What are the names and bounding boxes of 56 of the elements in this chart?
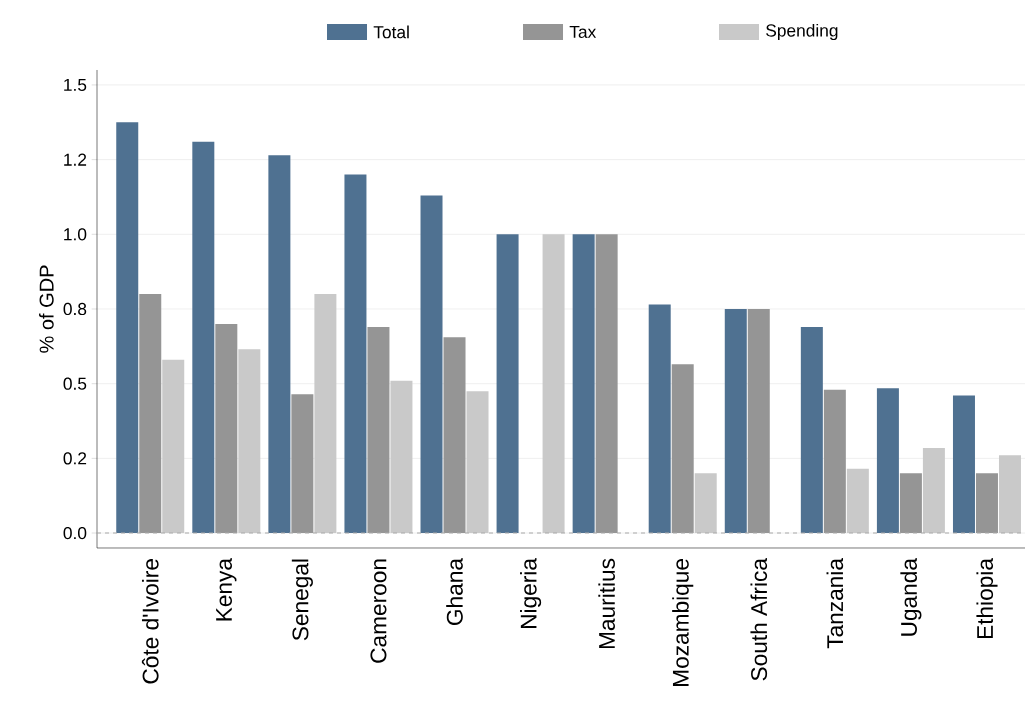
x-tick-label: Côte d'Ivoire	[141, 559, 159, 684]
bar	[291, 394, 314, 534]
bar	[314, 294, 337, 534]
bar	[344, 174, 367, 534]
bar	[800, 326, 823, 534]
bar	[747, 308, 770, 534]
y-tick-label: 0.5	[63, 377, 87, 390]
bar	[975, 473, 998, 534]
x-tick-label: Ethiopia	[976, 558, 998, 639]
bar	[542, 234, 565, 534]
x-tick-label: Mauritius	[598, 558, 615, 649]
bar	[192, 141, 215, 534]
bar	[466, 391, 489, 534]
bar	[876, 388, 899, 534]
bar	[922, 447, 945, 534]
y-tick-label: 0.2	[63, 452, 87, 465]
y-tick-label: 0.0	[63, 526, 87, 540]
bar	[572, 234, 595, 534]
x-tick-label: Kenya	[216, 558, 237, 621]
y-tick-label: 1.0	[64, 228, 87, 241]
bar	[420, 195, 443, 534]
bar	[846, 468, 869, 534]
x-tick-label: Mozambique	[672, 559, 694, 686]
bar	[952, 395, 975, 534]
bar	[215, 323, 238, 534]
bar	[367, 326, 390, 534]
bar	[899, 473, 922, 534]
y-axis-title: % of GDP	[39, 265, 54, 353]
bar	[268, 155, 291, 534]
bar	[443, 337, 466, 534]
bar	[390, 380, 413, 534]
bar	[496, 234, 519, 534]
x-tick-label: South Africa	[750, 558, 768, 681]
bar	[724, 308, 747, 534]
x-tick-label: Tanzania	[826, 558, 844, 649]
bar	[595, 234, 618, 534]
bar	[671, 364, 694, 534]
y-tick-label: 1.2	[64, 153, 87, 166]
x-tick-label: Cameroon	[370, 559, 387, 663]
y-tick-label: 1.5	[64, 78, 87, 91]
legend-label: Total	[373, 25, 409, 39]
legend-label: Spending	[766, 23, 838, 41]
bar	[998, 455, 1021, 534]
bar	[238, 349, 261, 534]
x-tick-label: Nigeria	[520, 558, 542, 628]
y-tick-label: 0.8	[63, 302, 87, 316]
legend-label: Tax	[569, 25, 597, 39]
x-tick-label: Ghana	[446, 558, 463, 625]
bar	[648, 304, 671, 534]
bar	[116, 122, 139, 534]
bar	[139, 294, 162, 534]
bar	[162, 359, 185, 534]
x-tick-label: Senegal	[291, 559, 313, 641]
bar	[694, 473, 717, 534]
bar	[823, 389, 846, 534]
x-tick-label: Uganda	[900, 558, 922, 636]
